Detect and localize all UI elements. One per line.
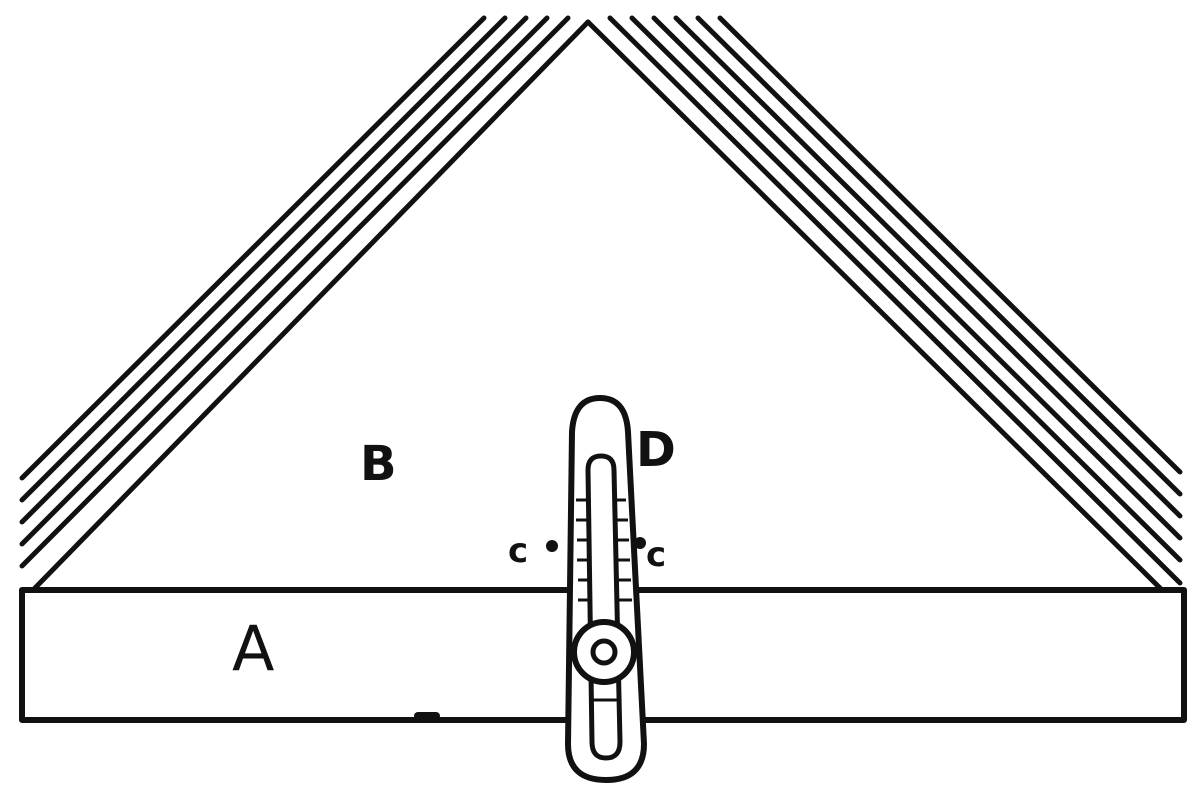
bolt-head	[590, 638, 618, 666]
strap-hatching	[576, 498, 632, 702]
left-rafter	[19, 15, 591, 591]
right-rafter	[585, 15, 1183, 591]
label-d: D	[636, 422, 676, 478]
pin-dot-left	[546, 540, 558, 552]
label-c-right: c	[646, 535, 667, 575]
slotted-strap-d	[565, 395, 647, 783]
label-c-left: c	[508, 531, 529, 571]
label-a: A	[232, 612, 275, 685]
pin-dot-right	[634, 537, 646, 549]
label-b: B	[360, 436, 397, 492]
